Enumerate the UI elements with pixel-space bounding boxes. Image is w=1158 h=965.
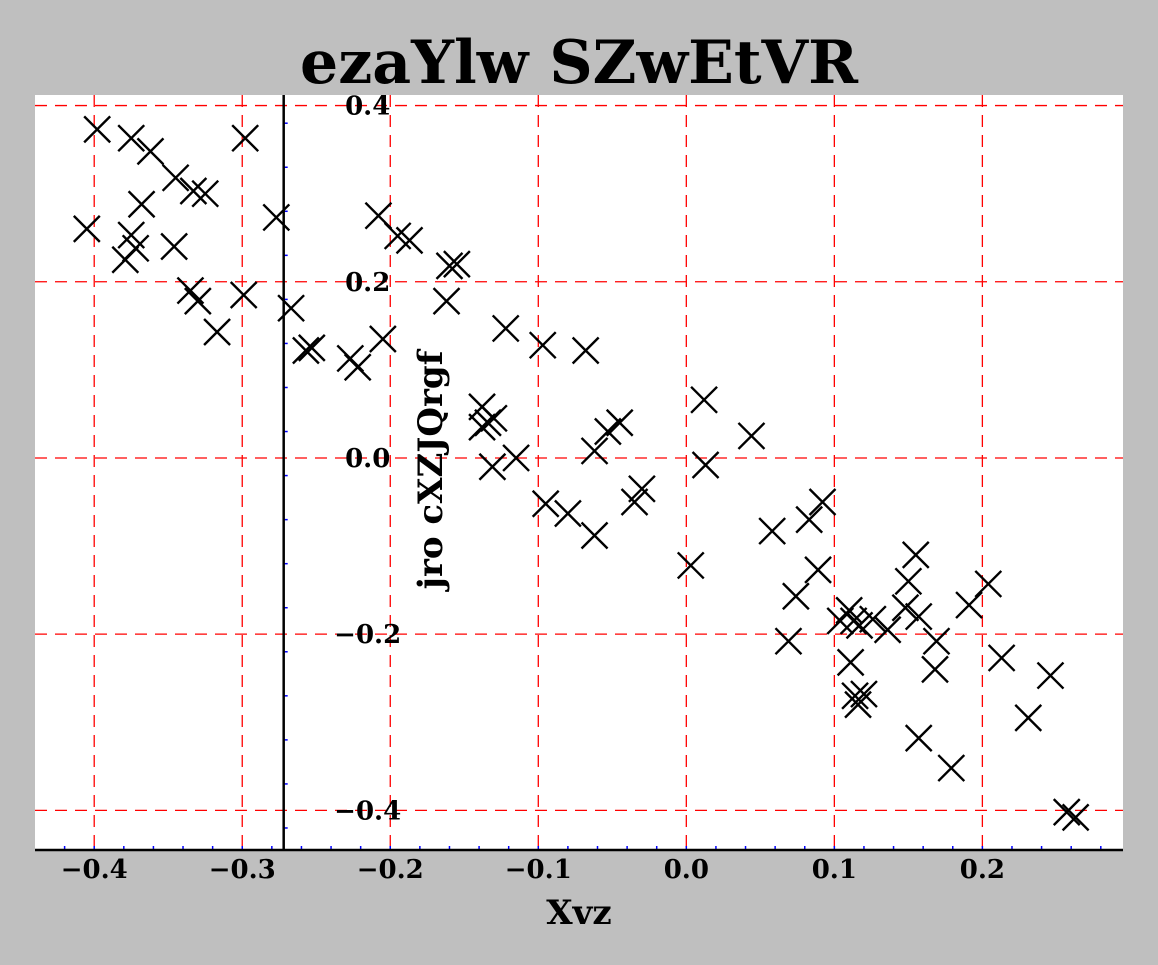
y-tick-label-4: 0.4	[345, 92, 390, 122]
data-point-6	[127, 190, 156, 219]
data-point-74	[937, 754, 966, 782]
data-point-50	[737, 422, 766, 450]
data-point-2	[136, 137, 165, 166]
data-point-66	[873, 615, 902, 644]
data-point-42	[580, 521, 609, 550]
data-point-24	[369, 325, 397, 353]
y-tick-label-1: −0.2	[334, 620, 401, 650]
x-tick-label-5: 0.1	[812, 855, 857, 885]
y-tick-label-0: −0.4	[334, 796, 401, 826]
data-point-39	[554, 499, 582, 528]
data-point-35	[478, 452, 507, 481]
data-point-72	[922, 627, 951, 656]
data-point-70	[904, 602, 933, 631]
data-point-30	[491, 314, 520, 343]
data-point-19	[292, 336, 320, 365]
data-point-7	[72, 215, 101, 243]
data-point-73	[921, 655, 949, 684]
x-tick-label-0: −0.4	[61, 855, 128, 885]
x-tick-label-3: −0.1	[505, 855, 572, 885]
data-point-48	[690, 385, 718, 414]
data-point-14	[203, 318, 231, 346]
data-points	[72, 115, 1090, 832]
data-point-1	[117, 124, 146, 153]
data-point-43	[594, 417, 622, 446]
data-point-47	[676, 551, 705, 580]
data-point-81	[1061, 803, 1090, 832]
data-point-33	[468, 413, 496, 441]
x-tick-label-1: −0.3	[209, 855, 276, 885]
data-point-17	[262, 203, 291, 232]
data-point-51	[758, 517, 787, 545]
data-point-52	[774, 627, 803, 656]
data-point-29	[432, 287, 461, 315]
data-point-0	[83, 115, 112, 144]
data-point-20	[297, 333, 326, 362]
x-tick-labels: −0.4 −0.3 −0.2 −0.1 0.0 0.1 0.2	[61, 855, 1005, 885]
data-point-46	[628, 474, 656, 503]
data-point-76	[974, 570, 1003, 598]
data-point-41	[580, 437, 609, 465]
x-axis-label: Xvz	[546, 893, 611, 933]
y-tick-label-2: 0.0	[345, 444, 390, 474]
data-point-16	[231, 124, 260, 153]
x-tick-label-6: 0.2	[960, 855, 1005, 885]
data-point-26	[395, 226, 424, 255]
data-point-15	[229, 281, 258, 309]
data-point-45	[620, 488, 649, 516]
data-point-64	[850, 680, 878, 708]
data-point-77	[987, 644, 1016, 672]
data-point-44	[605, 408, 634, 437]
data-point-65	[858, 605, 887, 634]
data-point-34	[480, 404, 508, 433]
data-point-3	[161, 163, 190, 192]
data-point-55	[804, 555, 832, 584]
data-point-80	[1052, 798, 1081, 826]
plot-area	[35, 95, 1123, 850]
chart-title: ezaYlw SZwEtVR	[300, 28, 859, 98]
data-point-4	[179, 177, 208, 205]
data-point-54	[795, 505, 824, 534]
x-tick-label-2: −0.2	[357, 855, 424, 885]
data-point-37	[528, 331, 557, 360]
data-point-27	[435, 252, 464, 280]
data-point-38	[531, 489, 560, 518]
data-point-78	[1014, 704, 1043, 732]
data-point-58	[835, 596, 863, 625]
data-point-36	[502, 444, 530, 472]
x-tick-label-4: 0.0	[664, 855, 709, 885]
data-point-53	[782, 582, 810, 611]
data-point-13	[183, 287, 212, 315]
data-point-75	[955, 591, 983, 619]
data-point-18	[277, 294, 305, 323]
data-point-10	[111, 245, 140, 274]
data-point-28	[443, 250, 471, 278]
y-tick-labels: −0.4 −0.2 0.0 0.2 0.4	[334, 92, 401, 827]
data-point-40	[571, 336, 600, 365]
data-point-67	[891, 593, 920, 622]
data-point-11	[160, 232, 188, 261]
data-point-71	[904, 724, 933, 752]
data-point-68	[894, 567, 923, 596]
data-point-56	[808, 488, 837, 516]
data-point-49	[691, 451, 720, 479]
data-point-69	[901, 541, 930, 569]
data-point-62	[841, 681, 869, 710]
y-tick-label-3: 0.2	[345, 268, 390, 298]
data-point-22	[343, 353, 372, 382]
data-point-61	[845, 611, 874, 640]
data-point-60	[836, 648, 865, 677]
data-point-79	[1036, 661, 1065, 690]
y-axis-label: jro cXZJQrgf	[411, 348, 451, 592]
grid-lines	[35, 95, 1123, 850]
data-point-5	[191, 179, 220, 208]
